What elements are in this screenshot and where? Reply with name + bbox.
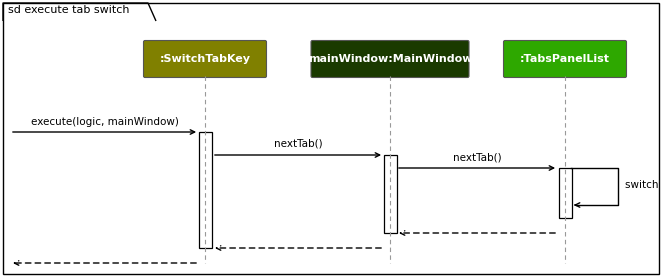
Bar bbox=[199, 132, 211, 248]
Text: execute(logic, mainWindow): execute(logic, mainWindow) bbox=[31, 117, 179, 127]
Text: sd execute tab switch: sd execute tab switch bbox=[8, 5, 130, 15]
Bar bbox=[559, 168, 571, 218]
FancyBboxPatch shape bbox=[311, 40, 469, 78]
Bar bbox=[383, 155, 397, 233]
Text: nextTab(): nextTab() bbox=[273, 139, 322, 149]
Text: mainWindow:MainWindow: mainWindow:MainWindow bbox=[308, 54, 472, 64]
FancyBboxPatch shape bbox=[144, 40, 267, 78]
Text: nextTab(): nextTab() bbox=[453, 153, 501, 163]
Text: :SwitchTabKey: :SwitchTabKey bbox=[160, 54, 250, 64]
Text: switch to next tab: switch to next tab bbox=[625, 180, 662, 190]
Text: :TabsPanelList: :TabsPanelList bbox=[520, 54, 610, 64]
FancyBboxPatch shape bbox=[504, 40, 626, 78]
